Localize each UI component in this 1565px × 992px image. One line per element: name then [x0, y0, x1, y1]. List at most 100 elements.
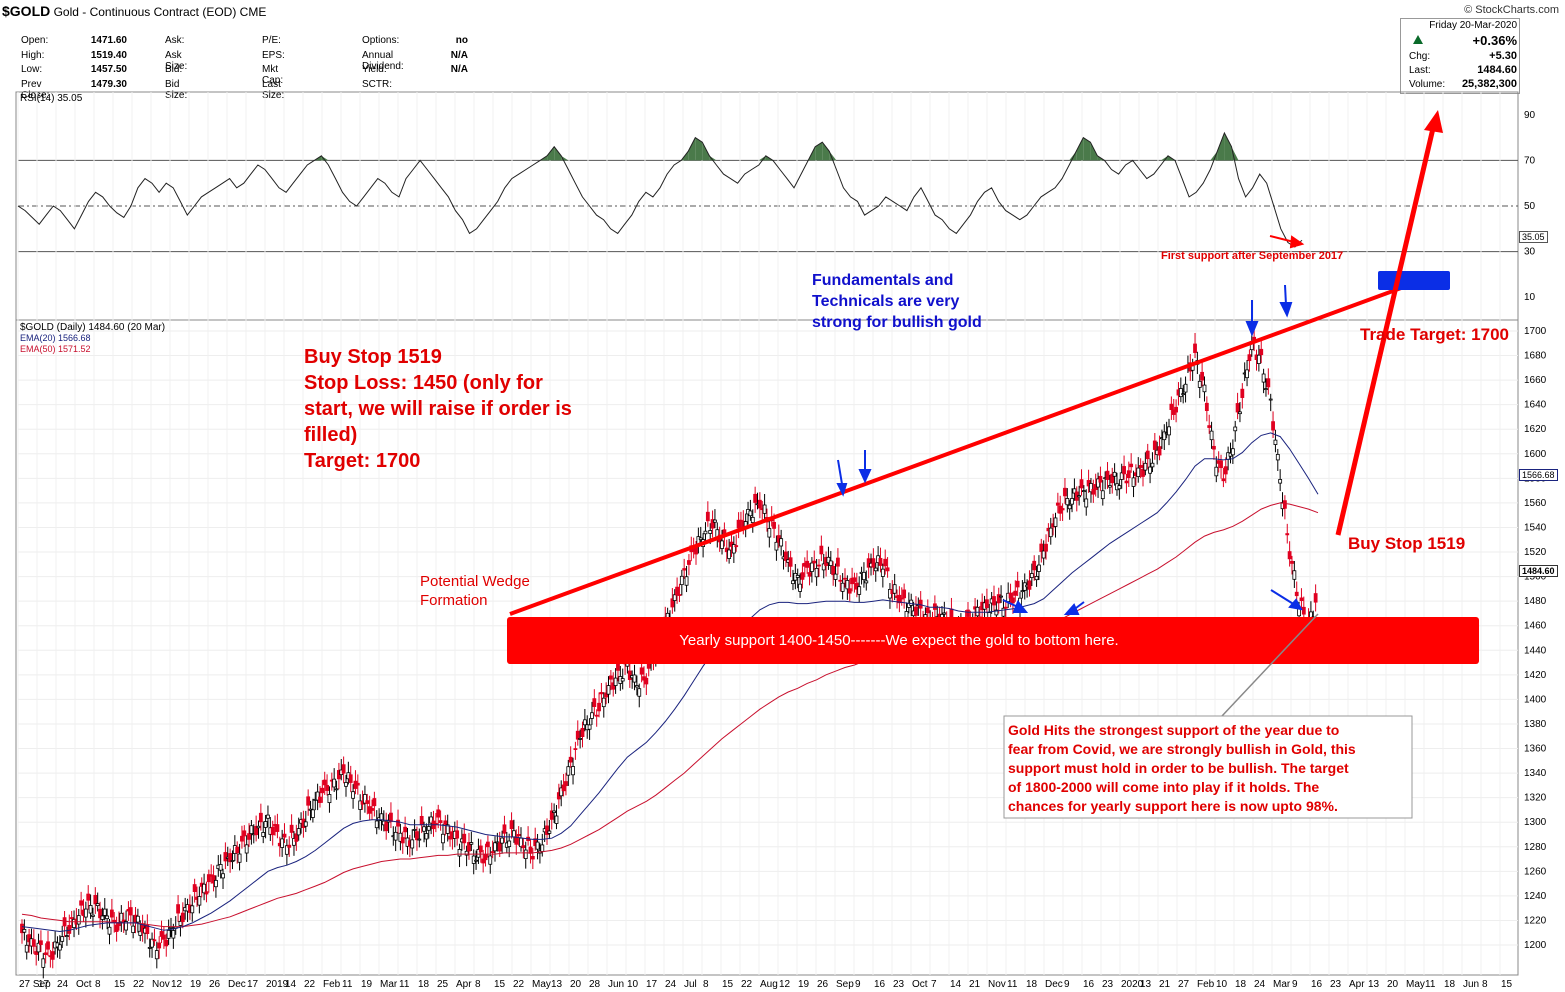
candle-body — [571, 766, 575, 776]
candle-body — [478, 845, 483, 853]
candle-body — [154, 950, 159, 960]
candle-body — [1084, 498, 1089, 508]
candle-body — [871, 558, 876, 568]
rsi-fill-segment — [1076, 137, 1084, 161]
candle-body — [1207, 425, 1212, 428]
x-tick-label: 27 — [1178, 979, 1190, 990]
x-tick-label: Mar — [380, 979, 398, 990]
candle-body — [152, 939, 157, 942]
candle-body — [310, 809, 315, 818]
price-tick-label: 1420 — [1524, 670, 1547, 681]
candle-body — [1299, 597, 1304, 602]
candle-body — [736, 519, 741, 529]
candle-body — [1174, 406, 1179, 413]
candle-body — [315, 791, 320, 801]
rsi-grid — [17, 92, 1518, 320]
candle-body — [800, 572, 805, 580]
note-line-2: fear from Covid, we are strongly bullish… — [1008, 741, 1356, 757]
candle-body — [864, 580, 869, 584]
candle-body — [474, 859, 478, 862]
candle-body — [985, 599, 989, 609]
candle-body — [843, 577, 847, 580]
red-pointer-arrow — [1269, 235, 1305, 249]
price-tick-label: 1340 — [1524, 768, 1547, 779]
x-tick-label: Aug — [760, 979, 778, 990]
candle-body — [24, 944, 29, 953]
price-tick-label: 1700 — [1524, 326, 1547, 337]
candle-body — [809, 562, 814, 572]
candle-body — [774, 541, 779, 551]
rsi-fill-segment — [822, 142, 830, 161]
candle-body — [1100, 490, 1105, 500]
candle-body — [996, 594, 1001, 604]
rsi-fill-segment — [1090, 142, 1098, 161]
candle-body — [611, 682, 616, 690]
price-tick-label: 1260 — [1524, 866, 1547, 877]
price-tick-label: 1680 — [1524, 351, 1547, 362]
candle-body — [1032, 560, 1037, 571]
candle-body — [50, 951, 55, 960]
candle-body — [812, 560, 817, 564]
x-tick-label: 17 — [38, 979, 50, 990]
candle-body — [119, 912, 124, 923]
x-tick-label: 22 — [133, 979, 145, 990]
brand-logo: © StockCharts.com — [1464, 4, 1559, 16]
candle-body — [490, 851, 495, 854]
price-tick-label: 1560 — [1524, 498, 1547, 509]
x-tick-label: 19 — [798, 979, 810, 990]
x-tick-label: 22 — [513, 979, 525, 990]
candle-body — [270, 826, 275, 836]
candle-body — [445, 824, 450, 834]
candle-body — [197, 896, 202, 906]
ema50-legend: EMA(50) 1571.52 — [20, 344, 91, 354]
x-tick-label: 13 — [551, 979, 563, 990]
note-line-3: support must hold in order to be bullish… — [1008, 760, 1349, 776]
x-tick-label: 8 — [1482, 979, 1488, 990]
candle-body — [873, 567, 878, 572]
candle-body — [280, 838, 285, 848]
candle-body — [1301, 606, 1306, 615]
x-tick-label: 22 — [741, 979, 753, 990]
trade-target-arrow — [1335, 123, 1437, 536]
candle-body — [521, 845, 526, 849]
candle-body — [417, 838, 422, 841]
candle-body — [1212, 445, 1216, 450]
candle-body — [1294, 591, 1299, 597]
candle-body — [999, 595, 1003, 598]
target-marker — [1378, 271, 1450, 290]
candle-body — [471, 855, 476, 864]
candle-body — [578, 738, 583, 740]
candle-body — [1240, 388, 1245, 398]
candle-body — [1235, 403, 1240, 413]
blue-arrows — [836, 284, 1303, 615]
candle-body — [485, 841, 490, 848]
rsi-tick-label: 90 — [1524, 110, 1536, 121]
candle-body — [1020, 590, 1025, 593]
candle-body — [1275, 453, 1280, 461]
candle-body — [303, 821, 308, 827]
candle-body — [1003, 606, 1008, 609]
x-tick-label: Nov — [988, 979, 1006, 990]
candle-body — [131, 925, 136, 933]
candle-body — [1039, 543, 1044, 552]
fundamentals-note: Fundamentals and Technicals are very str… — [812, 270, 982, 333]
candle-body — [206, 874, 211, 883]
candle-body — [306, 796, 311, 806]
ema-price-tag: 1566.68 — [1519, 469, 1558, 481]
candle-body — [284, 845, 289, 855]
stat-label: Last Size: — [262, 78, 285, 101]
price-tick-label: 1280 — [1524, 842, 1547, 853]
candle-body — [1282, 500, 1287, 509]
price-tick-label: 1300 — [1524, 817, 1547, 828]
candle-body — [34, 951, 39, 955]
candle-body — [1256, 354, 1261, 364]
candle-body — [348, 774, 353, 783]
candle-body — [833, 573, 838, 580]
note-text: Gold Hits the strongest support of the y… — [1008, 721, 1410, 816]
candle-body — [949, 608, 954, 618]
price-y-axis: 1700168016601640162016001580156015401520… — [1524, 326, 1547, 951]
x-tick-label: 10 — [1216, 979, 1228, 990]
candle-body — [355, 782, 360, 786]
candle-body — [266, 814, 270, 819]
candle-body — [488, 855, 493, 865]
